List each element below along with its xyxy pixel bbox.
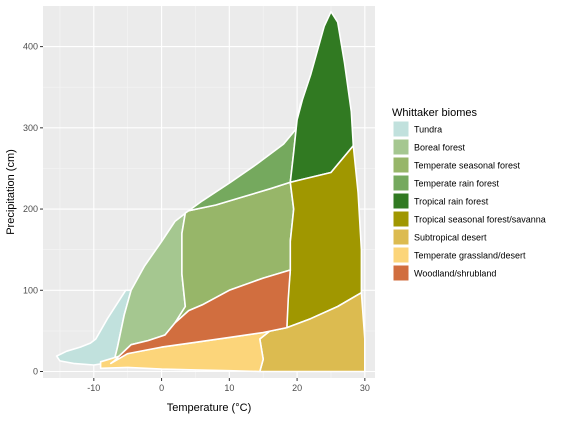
y-tick-label: 400: [23, 42, 38, 52]
legend-label: Subtropical desert: [414, 233, 487, 243]
legend-label: Tropical rain forest: [414, 197, 489, 207]
y-tick-label: 200: [23, 204, 38, 214]
legend-label: Temperate rain forest: [414, 179, 500, 189]
legend: Whittaker biomes Tundra Boreal forest Temp…: [392, 107, 546, 282]
x-tick-label: 0: [159, 383, 164, 393]
y-axis: 0 100 200 300 400: [23, 42, 43, 377]
legend-key-boreal-forest: [392, 138, 410, 156]
y-tick-label: 100: [23, 285, 38, 295]
biome-regions: [55, 10, 366, 373]
x-tick-label: 10: [224, 383, 234, 393]
legend-key-woodland-shrubland: [392, 264, 410, 282]
x-tick-label: 20: [292, 383, 302, 393]
y-tick-label: 300: [23, 123, 38, 133]
legend-key-temperate-grassland-desert: [392, 246, 410, 264]
x-tick-label: -10: [87, 383, 100, 393]
legend-label: Temperate grassland/desert: [414, 251, 526, 261]
legend-label: Temperate seasonal forest: [414, 161, 521, 171]
legend-key-tundra: [392, 120, 410, 138]
x-axis-title: Temperature (°C): [167, 402, 251, 414]
x-axis: -10 0 10 20 30: [87, 378, 370, 393]
biome-area-tundra: [55, 289, 132, 366]
y-axis-title: Precipitation (cm): [5, 149, 17, 235]
legend-label: Tropical seasonal forest/savanna: [414, 215, 546, 225]
legend-key-temperate-rain-forest: [392, 174, 410, 192]
legend-title: Whittaker biomes: [392, 107, 477, 119]
legend-label: Woodland/shrubland: [414, 269, 496, 279]
x-tick-label: 30: [360, 383, 370, 393]
biome-area-temperate-rain-forest: [187, 98, 304, 212]
biome-area-tropical-rain-forest: [289, 10, 355, 184]
legend-label: Boreal forest: [414, 143, 466, 153]
legend-label: Tundra: [414, 125, 442, 135]
y-tick-label: 0: [33, 367, 38, 377]
biome-area-woodland-shrubland: [110, 269, 292, 365]
legend-key-tropical-seasonal-forest-savanna: [392, 210, 410, 228]
legend-key-subtropical-desert: [392, 228, 410, 246]
legend-key-temperate-seasonal-forest: [392, 156, 410, 174]
legend-key-tropical-rain-forest: [392, 192, 410, 210]
